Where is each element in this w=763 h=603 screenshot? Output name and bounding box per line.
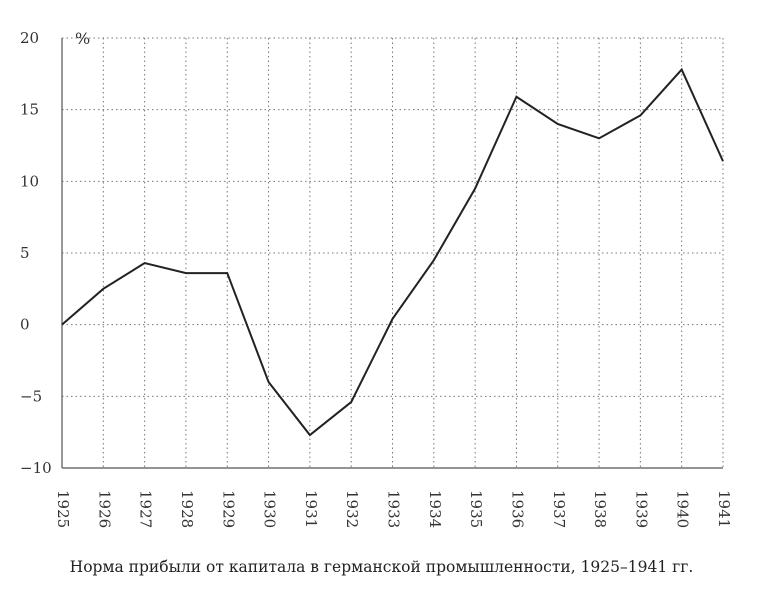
y-tick-label: 0 <box>20 316 30 334</box>
x-tick-label: 1938 <box>591 490 609 528</box>
x-tick-label: 1933 <box>385 490 403 528</box>
y-tick-label: 5 <box>20 244 30 262</box>
x-tick-label: 1928 <box>178 490 196 528</box>
x-tick-label: 1932 <box>343 490 361 528</box>
x-tick-label: 1937 <box>550 490 568 528</box>
x-tick-label: 1930 <box>261 490 279 528</box>
x-tick-label: 1931 <box>302 490 320 528</box>
x-tick-label: 1939 <box>632 490 650 528</box>
x-tick-label: 1925 <box>54 490 72 528</box>
y-axis-unit-label: % <box>75 29 90 48</box>
y-tick-label: 20 <box>20 29 39 47</box>
x-tick-label: 1941 <box>715 490 733 528</box>
x-tick-label: 1936 <box>508 490 526 528</box>
series-layer <box>61 67 724 437</box>
x-tick-label: 1935 <box>467 490 485 528</box>
x-tick-label: 1926 <box>95 490 113 528</box>
y-tick-label: 15 <box>20 101 39 119</box>
grid-layer <box>62 37 724 468</box>
axes-layer <box>61 38 723 469</box>
x-tick-label: 1929 <box>219 490 237 528</box>
y-tick-label: −5 <box>20 387 42 405</box>
x-tick-label: 1934 <box>426 490 444 528</box>
x-tick-label: 1927 <box>137 490 155 528</box>
chart-caption: Норма прибыли от капитала в германской п… <box>69 558 694 576</box>
y-tick-label: −10 <box>20 459 52 477</box>
x-tick-label: 1940 <box>674 490 692 528</box>
y-tick-label: 10 <box>20 172 39 190</box>
